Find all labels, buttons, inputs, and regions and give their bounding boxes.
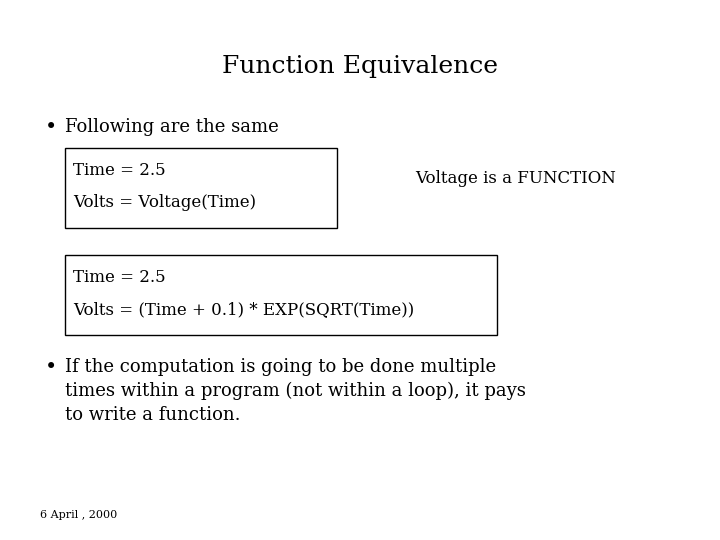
Text: Volts = Voltage(Time): Volts = Voltage(Time) — [73, 194, 256, 211]
Bar — [65, 255, 497, 335]
Text: Volts = (Time + 0.1) * EXP(SQRT(Time)): Volts = (Time + 0.1) * EXP(SQRT(Time)) — [73, 301, 414, 318]
Text: Time = 2.5: Time = 2.5 — [73, 162, 166, 179]
Text: •: • — [45, 118, 58, 137]
Text: to write a function.: to write a function. — [65, 406, 240, 424]
Text: If the computation is going to be done multiple: If the computation is going to be done m… — [65, 358, 496, 376]
Text: •: • — [45, 358, 58, 377]
Text: Time = 2.5: Time = 2.5 — [73, 269, 166, 286]
Text: Following are the same: Following are the same — [65, 118, 279, 136]
Text: 6 April , 2000: 6 April , 2000 — [40, 510, 117, 520]
Text: Voltage is a FUNCTION: Voltage is a FUNCTION — [415, 170, 616, 187]
Text: Function Equivalence: Function Equivalence — [222, 55, 498, 78]
Bar — [65, 148, 337, 228]
Text: times within a program (not within a loop), it pays: times within a program (not within a loo… — [65, 382, 526, 400]
